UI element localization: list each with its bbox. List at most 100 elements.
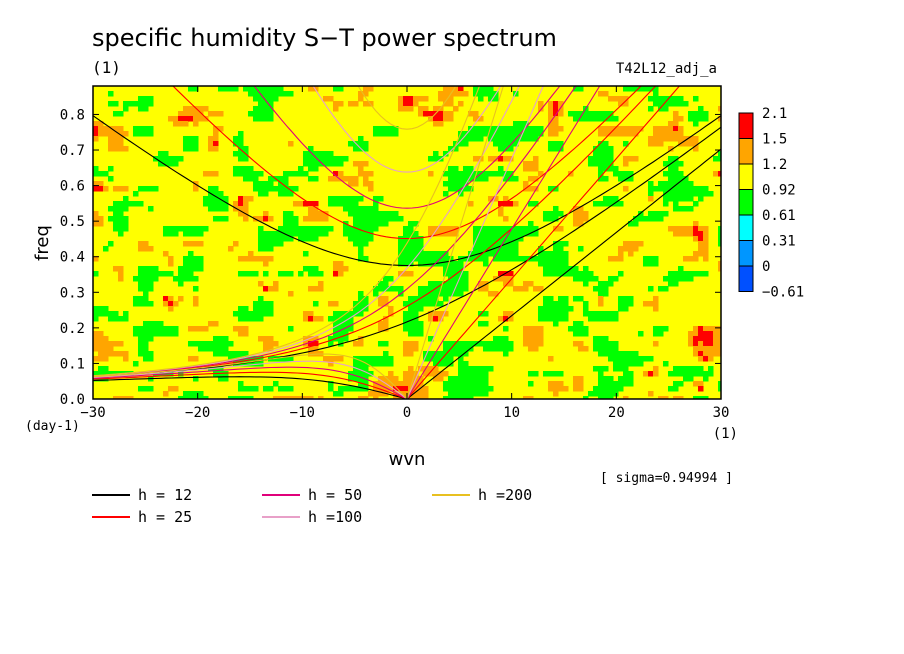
spectrum-cell <box>338 311 344 317</box>
spectrum-cell <box>453 276 459 282</box>
spectrum-cell <box>558 111 564 117</box>
spectrum-cell <box>373 216 379 222</box>
spectrum-cell <box>193 231 199 237</box>
spectrum-cell <box>423 256 429 262</box>
spectrum-cell <box>493 246 499 252</box>
spectrum-cell <box>93 336 99 342</box>
spectrum-cell <box>123 221 129 227</box>
spectrum-cell <box>628 241 634 247</box>
spectrum-cell <box>513 236 519 242</box>
spectrum-cell <box>538 101 544 107</box>
spectrum-cell <box>623 361 629 367</box>
spectrum-cell <box>443 311 449 317</box>
spectrum-cell <box>683 196 689 202</box>
spectrum-cell <box>523 226 529 232</box>
spectrum-cell <box>373 126 379 132</box>
spectrum-cell <box>548 256 554 262</box>
spectrum-cell <box>408 271 414 277</box>
spectrum-cell <box>313 226 319 232</box>
spectrum-cell <box>318 216 324 222</box>
spectrum-cell <box>678 191 684 197</box>
spectrum-cell <box>243 196 249 202</box>
spectrum-cell <box>288 271 294 277</box>
legend-label-h200: h =200 <box>478 486 532 504</box>
sigma-label: [ sigma=0.94994 ] <box>600 471 733 486</box>
colorbar-swatch <box>738 138 754 165</box>
spectrum-cell <box>148 276 154 282</box>
spectrum-cell <box>593 336 599 342</box>
spectrum-cell <box>258 86 264 92</box>
spectrum-cell <box>118 316 124 322</box>
spectrum-cell <box>573 86 579 92</box>
spectrum-cell <box>463 141 469 147</box>
spectrum-cell <box>518 286 524 292</box>
spectrum-cell <box>488 131 494 137</box>
spectrum-cell <box>258 246 264 252</box>
spectrum-cell <box>468 136 474 142</box>
spectrum-cell <box>478 116 484 122</box>
spectrum-cell <box>418 251 424 257</box>
spectrum-cell <box>603 291 609 297</box>
spectrum-cell <box>258 241 264 247</box>
spectrum-cell <box>483 256 489 262</box>
spectrum-cell <box>238 331 244 337</box>
spectrum-cell <box>653 326 659 332</box>
spectrum-cell <box>543 261 549 267</box>
spectrum-cell <box>688 271 694 277</box>
spectrum-cell <box>628 86 634 92</box>
spectrum-cell <box>233 86 239 92</box>
spectrum-cell <box>548 131 554 137</box>
spectrum-cell <box>283 211 289 217</box>
spectrum-cell <box>498 236 504 242</box>
spectrum-cell <box>323 161 329 167</box>
spectrum-cell <box>268 181 274 187</box>
spectrum-cell <box>718 341 721 347</box>
y-tick-label: 0.6 <box>60 179 85 195</box>
spectrum-cell <box>423 96 429 102</box>
spectrum-cell <box>423 251 429 257</box>
spectrum-cell <box>598 161 604 167</box>
spectrum-cell <box>393 381 399 387</box>
spectrum-cell <box>113 186 119 192</box>
spectrum-cell <box>303 226 309 232</box>
spectrum-cell <box>253 256 259 262</box>
spectrum-cell <box>438 371 444 377</box>
spectrum-cell <box>258 336 264 342</box>
spectrum-cell <box>678 96 684 102</box>
spectrum-cell <box>513 126 519 132</box>
spectrum-cell <box>593 156 599 162</box>
spectrum-cell <box>673 166 679 172</box>
colorbar: 2.11.51.20.920.610.310−0.61 <box>738 106 804 301</box>
spectrum-cell <box>638 361 644 367</box>
spectrum-cell <box>463 276 469 282</box>
spectrum-cell <box>383 131 389 137</box>
y-tick-label: 0.1 <box>60 356 85 372</box>
spectrum-cell <box>183 241 189 247</box>
spectrum-cell <box>238 196 244 202</box>
spectrum-cell <box>538 311 544 317</box>
spectrum-cell <box>453 166 459 172</box>
spectrum-cell <box>708 346 714 352</box>
spectrum-cell <box>338 171 344 177</box>
spectrum-cell <box>383 386 389 392</box>
spectrum-cell <box>98 221 104 227</box>
spectrum-cell <box>618 251 624 257</box>
spectrum-cell <box>553 381 559 387</box>
spectrum-cell <box>118 211 124 217</box>
spectrum-cell <box>358 166 364 172</box>
spectrum-cell <box>583 346 589 352</box>
spectrum-cell <box>203 226 209 232</box>
spectrum-cell <box>263 91 269 97</box>
spectrum-cell <box>603 146 609 152</box>
spectrum-cell <box>558 241 564 247</box>
spectrum-cell <box>573 271 579 277</box>
spectrum-cell <box>593 116 599 122</box>
spectrum-cell <box>708 336 714 342</box>
spectrum-cell <box>498 246 504 252</box>
spectrum-cell <box>363 206 369 212</box>
colorbar-swatch <box>738 112 754 139</box>
spectrum-cell <box>118 131 124 137</box>
spectrum-cell <box>348 206 354 212</box>
spectrum-cell <box>558 301 564 307</box>
spectrum-cell <box>598 396 604 399</box>
